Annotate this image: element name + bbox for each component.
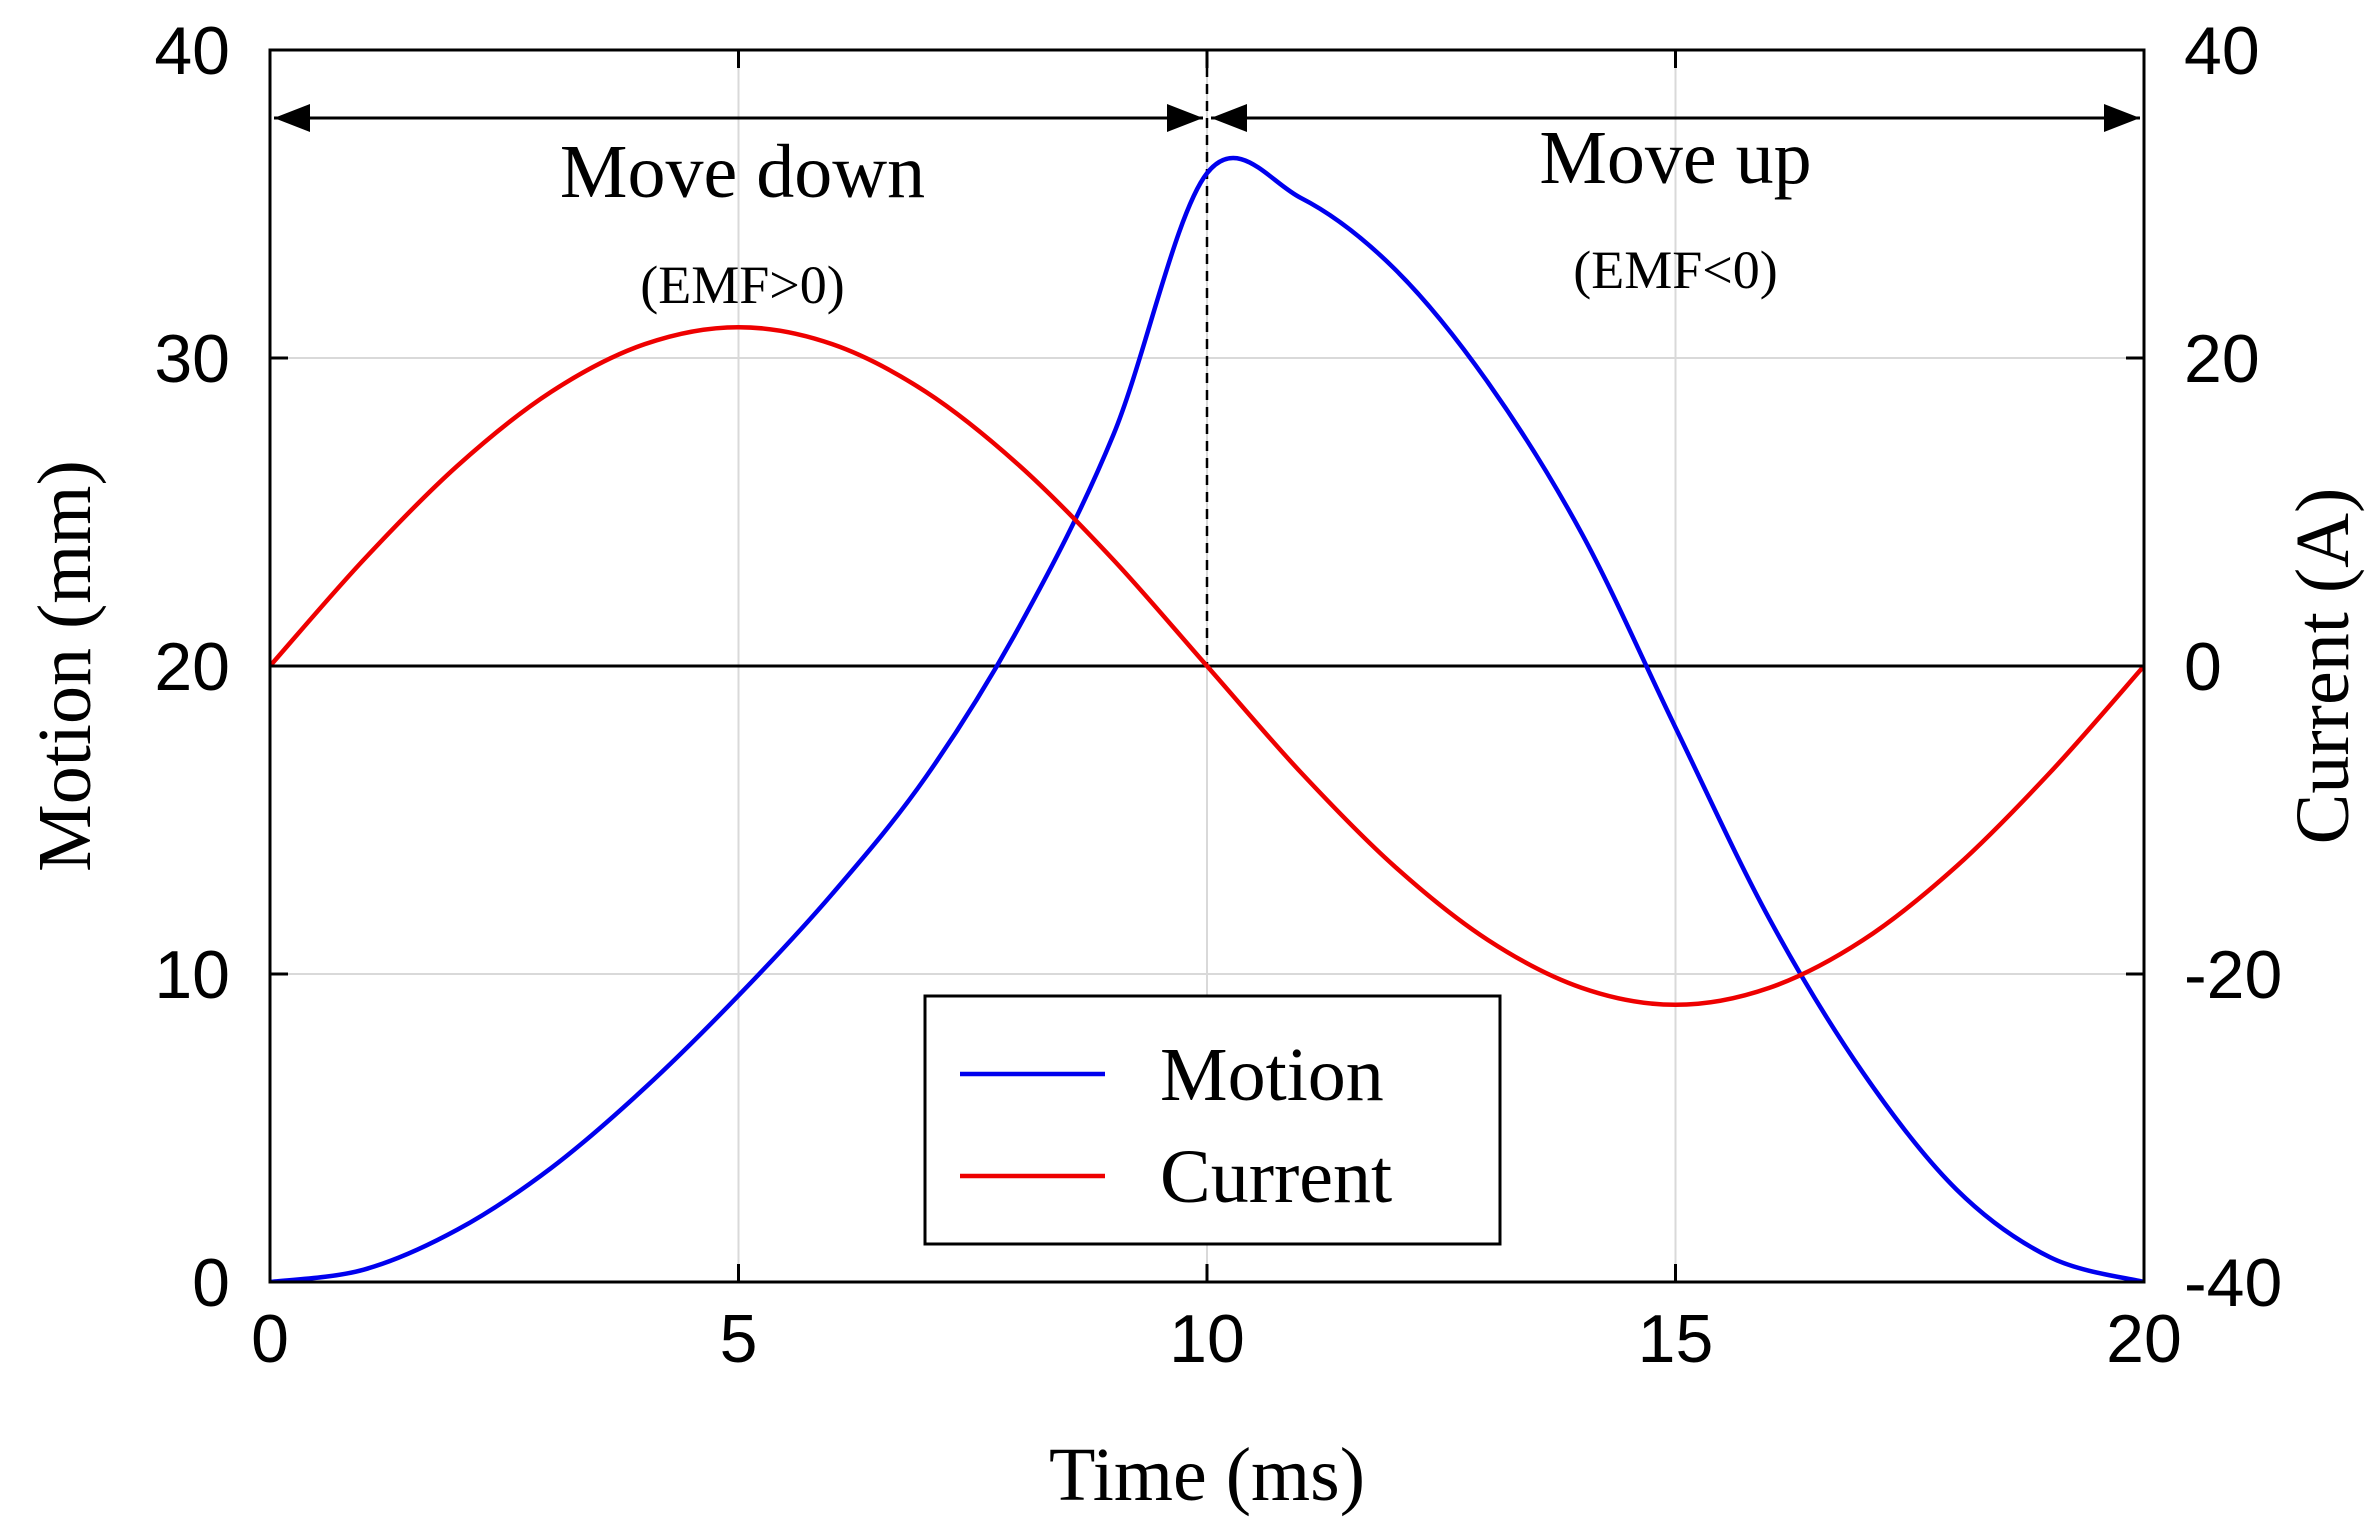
x-tick-label: 15 [1638, 1301, 1714, 1377]
y-right-tick-label: 0 [2184, 629, 2222, 705]
annotation-arrowhead-left [1211, 104, 1247, 132]
x-tick-label: 10 [1169, 1301, 1245, 1377]
annotation-sublabel: (EMF>0) [640, 255, 844, 315]
series-line-current [270, 324, 2144, 1008]
y-left-tick-label: 10 [154, 937, 230, 1013]
annotation-sublabel: (EMF<0) [1573, 240, 1777, 300]
series-line-motion [270, 155, 2144, 1282]
annotation-arrowhead-left [274, 104, 310, 132]
annotation-label: Move down [560, 130, 925, 214]
y-axis-right-label: Current (A) [2281, 488, 2365, 845]
y-left-tick-label: 30 [154, 321, 230, 397]
legend-label-motion: Motion [1160, 1033, 1384, 1117]
annotation-arrowhead-right [2104, 104, 2140, 132]
y-left-tick-label: 20 [154, 629, 230, 705]
x-tick-label: 5 [720, 1301, 758, 1377]
x-tick-label: 0 [251, 1301, 289, 1377]
legend: Motion Current [923, 994, 1502, 1246]
y-right-tick-label: -40 [2184, 1245, 2282, 1321]
x-axis-label: Time (ms) [1049, 1433, 1365, 1517]
y-left-tick-label: 0 [192, 1245, 230, 1321]
series-group [270, 155, 2144, 1282]
y-left-tick-label: 40 [154, 13, 230, 89]
x-tick-label: 20 [2106, 1301, 2182, 1377]
annotations-group: Move down (EMF>0) Move up (EMF<0) [274, 104, 2140, 315]
y-axis-left-label: Motion (mm) [23, 460, 107, 872]
ticks-group: 0 5 10 15 20 0 10 20 30 40 -40 -20 0 20 40 [154, 13, 2282, 1377]
annotation-label: Move up [1539, 116, 1811, 200]
y-right-tick-label: 20 [2184, 321, 2260, 397]
y-right-tick-label: -20 [2184, 937, 2282, 1013]
y-right-tick-label: 40 [2184, 13, 2260, 89]
legend-box [923, 994, 1502, 1246]
legend-label-current: Current [1160, 1135, 1392, 1219]
annotation-arrowhead-right [1167, 104, 1203, 132]
